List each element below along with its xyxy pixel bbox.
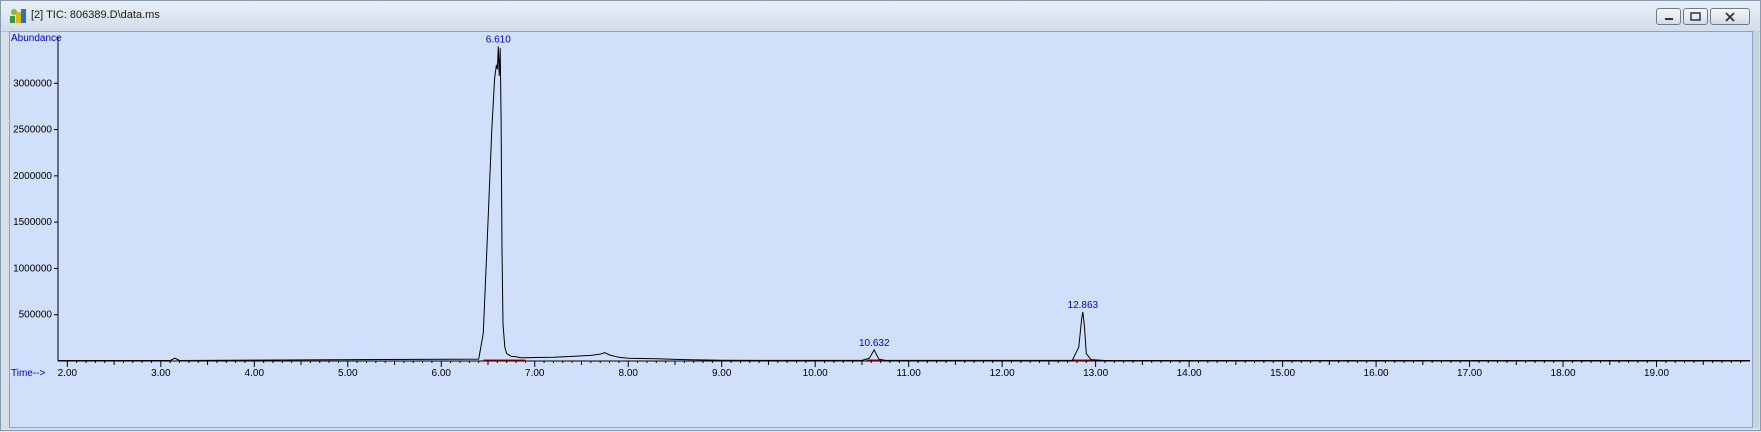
y-tick-label: 500000: [19, 310, 53, 321]
y-tick-label: 2500000: [13, 125, 52, 136]
minimize-button[interactable]: [1656, 8, 1681, 25]
x-tick-label: 2.00: [58, 368, 78, 379]
x-tick-label: 3.00: [151, 368, 171, 379]
y-axis-label: Abundance: [11, 33, 62, 44]
x-tick-label: 6.00: [432, 368, 452, 379]
close-icon: [1725, 11, 1735, 22]
x-tick-label: 7.00: [525, 368, 545, 379]
tic-chart: 500000 1000000 1500000 2000000 2500000 300000…: [11, 33, 1750, 379]
title-bar[interactable]: [2] TIC: 806389.D\data.ms: [1, 1, 1760, 32]
x-tick-label: 16.00: [1364, 368, 1389, 379]
minimize-icon: [1664, 17, 1673, 20]
x-axis-label: Time-->: [11, 368, 46, 379]
x-tick-label: 17.00: [1457, 368, 1482, 379]
peak-label: 10.632: [859, 338, 890, 349]
x-tick-label: 12.00: [990, 368, 1015, 379]
x-tick-label: 19.00: [1644, 368, 1669, 379]
x-tick-label: 13.00: [1083, 368, 1108, 379]
y-tick-label: 2000000: [13, 171, 52, 182]
restore-icon: [1690, 12, 1701, 21]
chromatogram-plot-area[interactable]: 500000 1000000 1500000 2000000 2500000 300000…: [9, 31, 1753, 428]
tic-trace-line: [58, 46, 1750, 362]
restore-button[interactable]: [1683, 8, 1708, 25]
peak-label: 12.863: [1068, 300, 1099, 311]
peak-label: 6.610: [486, 34, 511, 45]
x-tick-label: 4.00: [245, 368, 265, 379]
window-controls: [1656, 8, 1750, 25]
x-tick-label: 5.00: [338, 368, 358, 379]
right-edge-strip: [1753, 31, 1759, 428]
y-tick-label: 1000000: [13, 263, 52, 274]
x-tick-label: 14.00: [1177, 368, 1202, 379]
close-button[interactable]: [1710, 8, 1750, 25]
x-tick-label: 9.00: [712, 368, 732, 379]
window-title: [2] TIC: 806389.D\data.ms: [31, 9, 160, 21]
x-tick-label: 10.00: [803, 368, 828, 379]
x-tick-label: 11.00: [897, 368, 922, 379]
chromatogram-app-icon: [10, 9, 26, 23]
x-tick-label: 8.00: [618, 368, 638, 379]
y-tick-label: 3000000: [13, 78, 52, 89]
x-tick-label: 15.00: [1270, 368, 1295, 379]
x-tick-label: 18.00: [1551, 368, 1576, 379]
y-tick-label: 1500000: [13, 217, 52, 228]
